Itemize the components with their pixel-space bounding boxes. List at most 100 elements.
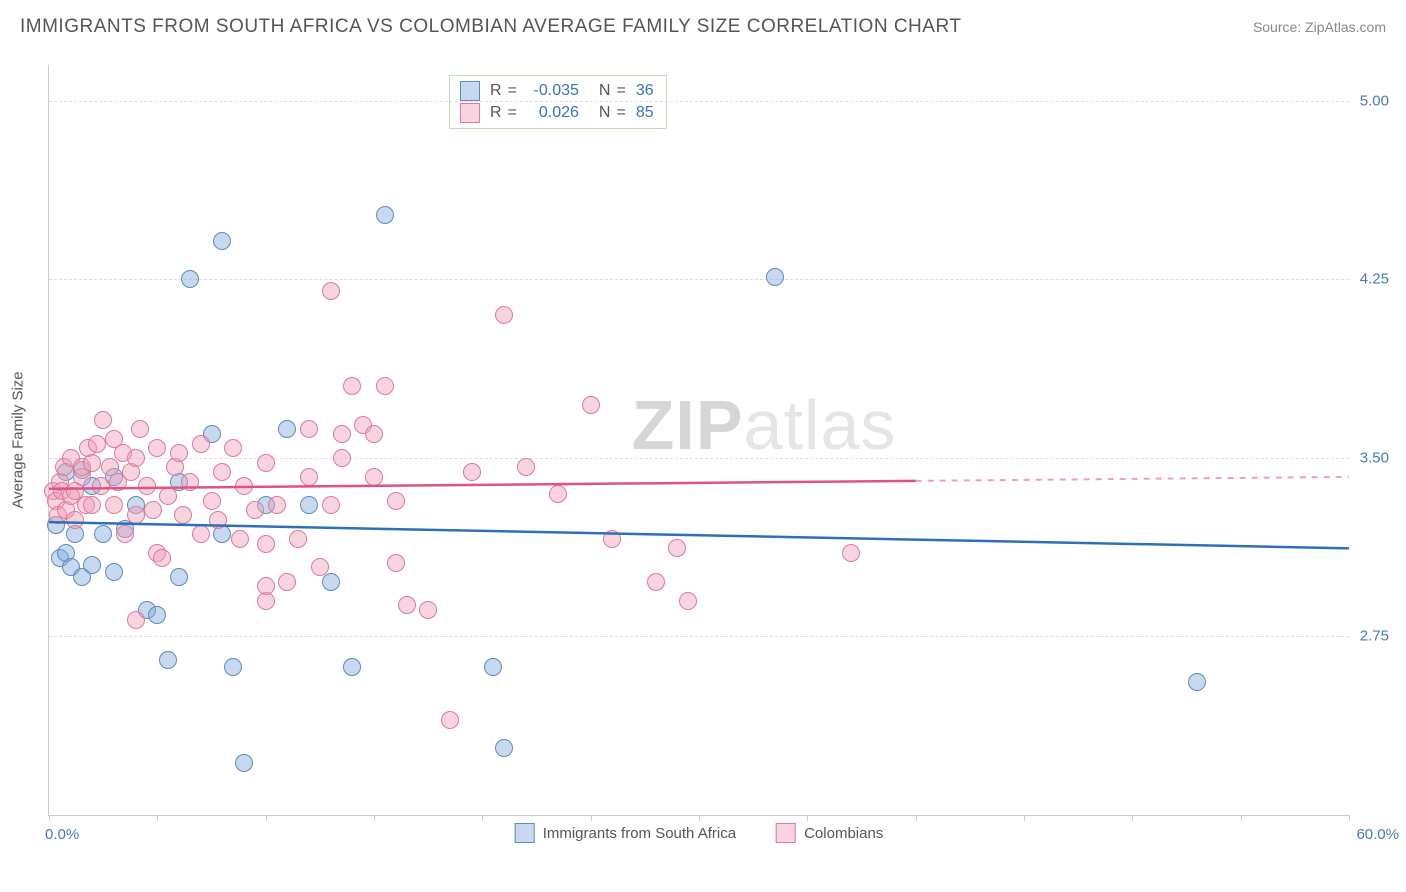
- x-tick: [157, 815, 158, 821]
- swatch-south-africa: [460, 81, 480, 101]
- data-point-colombians: [209, 511, 227, 529]
- data-point-colombians: [83, 454, 101, 472]
- correlation-stats-box: R = -0.035 N = 36 R = 0.026 N = 85: [449, 75, 667, 129]
- data-point-colombians: [246, 501, 264, 519]
- legend-label-colombians: Colombians: [804, 825, 883, 842]
- x-min-label: 0.0%: [45, 826, 79, 843]
- data-point-south_africa: [159, 651, 177, 669]
- y-tick-label: 4.25: [1360, 271, 1389, 288]
- data-point-colombians: [365, 468, 383, 486]
- x-tick: [1024, 815, 1025, 821]
- data-point-colombians: [144, 501, 162, 519]
- data-point-colombians: [603, 530, 621, 548]
- data-point-colombians: [398, 596, 416, 614]
- y-tick-label: 3.50: [1360, 449, 1389, 466]
- data-point-colombians: [647, 573, 665, 591]
- y-tick-label: 5.00: [1360, 92, 1389, 109]
- data-point-colombians: [333, 425, 351, 443]
- r-value-colombians: 0.026: [523, 102, 579, 124]
- data-point-colombians: [224, 439, 242, 457]
- x-tick: [266, 815, 267, 821]
- data-point-south_africa: [235, 754, 253, 772]
- data-point-colombians: [105, 496, 123, 514]
- data-point-south_africa: [105, 563, 123, 581]
- data-point-south_africa: [1188, 673, 1206, 691]
- data-point-south_africa: [278, 420, 296, 438]
- data-point-colombians: [322, 496, 340, 514]
- data-point-south_africa: [376, 206, 394, 224]
- trend-line-extrapolated-colombians: [916, 477, 1349, 481]
- stats-row-colombians: R = 0.026 N = 85: [460, 102, 654, 124]
- x-tick: [916, 815, 917, 821]
- data-point-colombians: [549, 485, 567, 503]
- data-point-colombians: [668, 539, 686, 557]
- data-point-colombians: [127, 506, 145, 524]
- data-point-colombians: [257, 454, 275, 472]
- data-point-colombians: [116, 525, 134, 543]
- data-point-colombians: [278, 573, 296, 591]
- data-point-colombians: [257, 577, 275, 595]
- data-point-south_africa: [766, 268, 784, 286]
- x-tick: [482, 815, 483, 821]
- data-point-south_africa: [224, 658, 242, 676]
- data-point-colombians: [148, 439, 166, 457]
- grid-line: [49, 458, 1349, 459]
- legend-label-south-africa: Immigrants from South Africa: [543, 825, 736, 842]
- x-tick: [1241, 815, 1242, 821]
- data-point-colombians: [322, 282, 340, 300]
- x-tick: [1132, 815, 1133, 821]
- data-point-colombians: [235, 477, 253, 495]
- data-point-colombians: [83, 496, 101, 514]
- data-point-colombians: [170, 444, 188, 462]
- x-tick: [699, 815, 700, 821]
- grid-line: [49, 279, 1349, 280]
- source-label: Source: ZipAtlas.com: [1253, 19, 1386, 35]
- swatch-colombians: [460, 103, 480, 123]
- plot-box: ZIPatlas R = -0.035 N = 36 R = 0.026 N =…: [48, 65, 1349, 816]
- x-tick: [591, 815, 592, 821]
- data-point-colombians: [300, 468, 318, 486]
- bottom-legend: Immigrants from South Africa Colombians: [515, 823, 884, 843]
- data-point-colombians: [138, 477, 156, 495]
- legend-item-south-africa: Immigrants from South Africa: [515, 823, 736, 843]
- data-point-south_africa: [495, 739, 513, 757]
- data-point-colombians: [419, 601, 437, 619]
- data-point-colombians: [231, 530, 249, 548]
- trend-lines-svg: [49, 65, 1349, 815]
- data-point-south_africa: [322, 573, 340, 591]
- legend-item-colombians: Colombians: [776, 823, 883, 843]
- data-point-south_africa: [170, 568, 188, 586]
- data-point-colombians: [203, 492, 221, 510]
- watermark: ZIPatlas: [632, 385, 897, 465]
- data-point-south_africa: [484, 658, 502, 676]
- data-point-colombians: [495, 306, 513, 324]
- data-point-colombians: [300, 420, 318, 438]
- data-point-colombians: [517, 458, 535, 476]
- data-point-colombians: [463, 463, 481, 481]
- data-point-south_africa: [343, 658, 361, 676]
- data-point-colombians: [679, 592, 697, 610]
- n-value-colombians: 85: [632, 102, 654, 124]
- data-point-colombians: [268, 496, 286, 514]
- data-point-south_africa: [300, 496, 318, 514]
- data-point-colombians: [192, 435, 210, 453]
- data-point-colombians: [213, 463, 231, 481]
- data-point-south_africa: [83, 556, 101, 574]
- data-point-colombians: [441, 711, 459, 729]
- data-point-colombians: [181, 473, 199, 491]
- y-tick-label: 2.75: [1360, 628, 1389, 645]
- data-point-colombians: [582, 396, 600, 414]
- data-point-colombians: [387, 492, 405, 510]
- data-point-colombians: [94, 411, 112, 429]
- x-tick: [49, 815, 50, 821]
- grid-line: [49, 101, 1349, 102]
- data-point-south_africa: [94, 525, 112, 543]
- r-value-south-africa: -0.035: [523, 80, 579, 102]
- data-point-colombians: [159, 487, 177, 505]
- x-max-label: 60.0%: [1356, 826, 1399, 843]
- data-point-south_africa: [181, 270, 199, 288]
- data-point-colombians: [127, 611, 145, 629]
- y-axis-label: Average Family Size: [10, 371, 27, 508]
- data-point-colombians: [387, 554, 405, 572]
- data-point-colombians: [174, 506, 192, 524]
